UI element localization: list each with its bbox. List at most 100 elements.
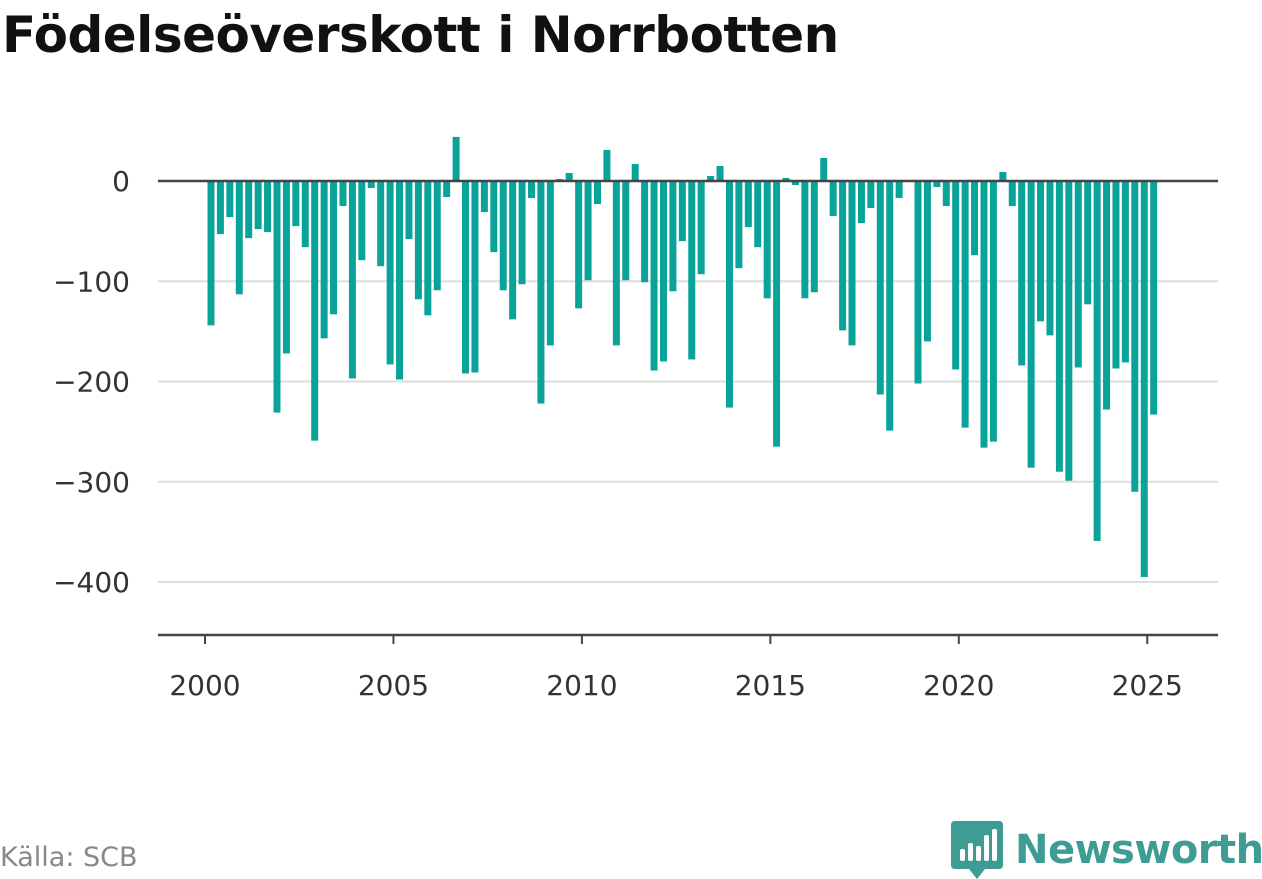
bar (886, 181, 894, 431)
bar (480, 181, 488, 213)
bar-chart: 0 −100 −200 −300 −400 2000 2005 2010 2015 2020 202… (53, 136, 1218, 702)
bar (1018, 181, 1026, 366)
bar (292, 181, 300, 227)
bar (490, 181, 498, 253)
bar (1150, 181, 1158, 415)
bar (754, 181, 762, 248)
bar (1027, 181, 1035, 468)
bar (358, 181, 366, 261)
bar (659, 181, 667, 362)
bar (1103, 181, 1111, 410)
bar (725, 181, 733, 408)
bar (1112, 181, 1120, 369)
bar (697, 181, 705, 275)
bar (688, 181, 696, 360)
bar (593, 181, 601, 205)
x-tick-label: 2020 (923, 669, 994, 702)
bar (895, 181, 903, 199)
bar (801, 181, 809, 299)
y-tick-label: −100 (53, 265, 130, 298)
bar (396, 181, 404, 380)
bar (575, 181, 583, 309)
bar (1121, 181, 1129, 363)
chart-title: Födelseöverskott i Norrbotten (2, 6, 839, 64)
bar (207, 181, 215, 326)
x-tick-label: 2005 (358, 669, 429, 702)
bar (339, 181, 347, 207)
y-tick-label: −300 (53, 466, 130, 499)
bar (1093, 181, 1101, 541)
bar (707, 175, 715, 181)
bar (735, 181, 743, 269)
bar (565, 172, 573, 181)
bar (952, 181, 960, 370)
bar (452, 136, 460, 181)
bar (273, 181, 281, 413)
bar (1037, 181, 1045, 322)
bar (1140, 181, 1148, 577)
bar (971, 181, 979, 256)
bar (235, 181, 243, 295)
bar (471, 181, 479, 373)
bar (999, 171, 1007, 181)
bar (848, 181, 856, 346)
bar (367, 181, 375, 189)
bar (669, 181, 677, 292)
bar (216, 181, 224, 235)
bar (518, 181, 526, 285)
x-tick-label: 2010 (546, 669, 617, 702)
y-tick-label: −400 (53, 566, 130, 599)
bar (612, 181, 620, 346)
bar (603, 149, 611, 181)
bar (867, 181, 875, 209)
bar (933, 181, 941, 188)
bar (330, 181, 338, 315)
bar (744, 181, 752, 228)
bar (509, 181, 517, 320)
bar (622, 181, 630, 281)
bar (810, 181, 818, 293)
bar (763, 181, 771, 299)
bar (301, 181, 309, 248)
bar (791, 181, 799, 186)
bar (443, 181, 451, 198)
bar (546, 181, 554, 346)
bar (433, 181, 441, 291)
bar (1131, 181, 1139, 492)
y-tick-label: −200 (53, 366, 130, 399)
bar (857, 181, 865, 224)
bar (650, 181, 658, 371)
bar (405, 181, 413, 240)
bar (348, 181, 356, 379)
bar (839, 181, 847, 331)
bar (914, 181, 922, 384)
bar (226, 181, 234, 218)
bar (923, 181, 931, 342)
bar (820, 157, 828, 181)
bar (584, 181, 592, 281)
bar (641, 181, 649, 283)
bar (876, 181, 884, 395)
y-tick-label: 0 (112, 165, 130, 198)
bar (1055, 181, 1063, 472)
brand-logo: Newsworthy (951, 821, 1262, 879)
bar (311, 181, 319, 441)
bar (678, 181, 686, 242)
bar (1084, 181, 1092, 305)
bar (499, 181, 507, 291)
bar (282, 181, 290, 354)
bar (1046, 181, 1054, 336)
x-tick-label: 2015 (735, 669, 806, 702)
bar (254, 181, 262, 230)
bar (424, 181, 432, 316)
bar (1074, 181, 1082, 368)
bar (537, 181, 545, 404)
bar (377, 181, 385, 267)
x-tick-label: 2025 (1112, 669, 1183, 702)
bar (462, 181, 470, 374)
bar (320, 181, 328, 339)
bar (961, 181, 969, 428)
bar (631, 163, 639, 181)
x-tick-label: 2000 (169, 669, 240, 702)
bar (414, 181, 422, 300)
